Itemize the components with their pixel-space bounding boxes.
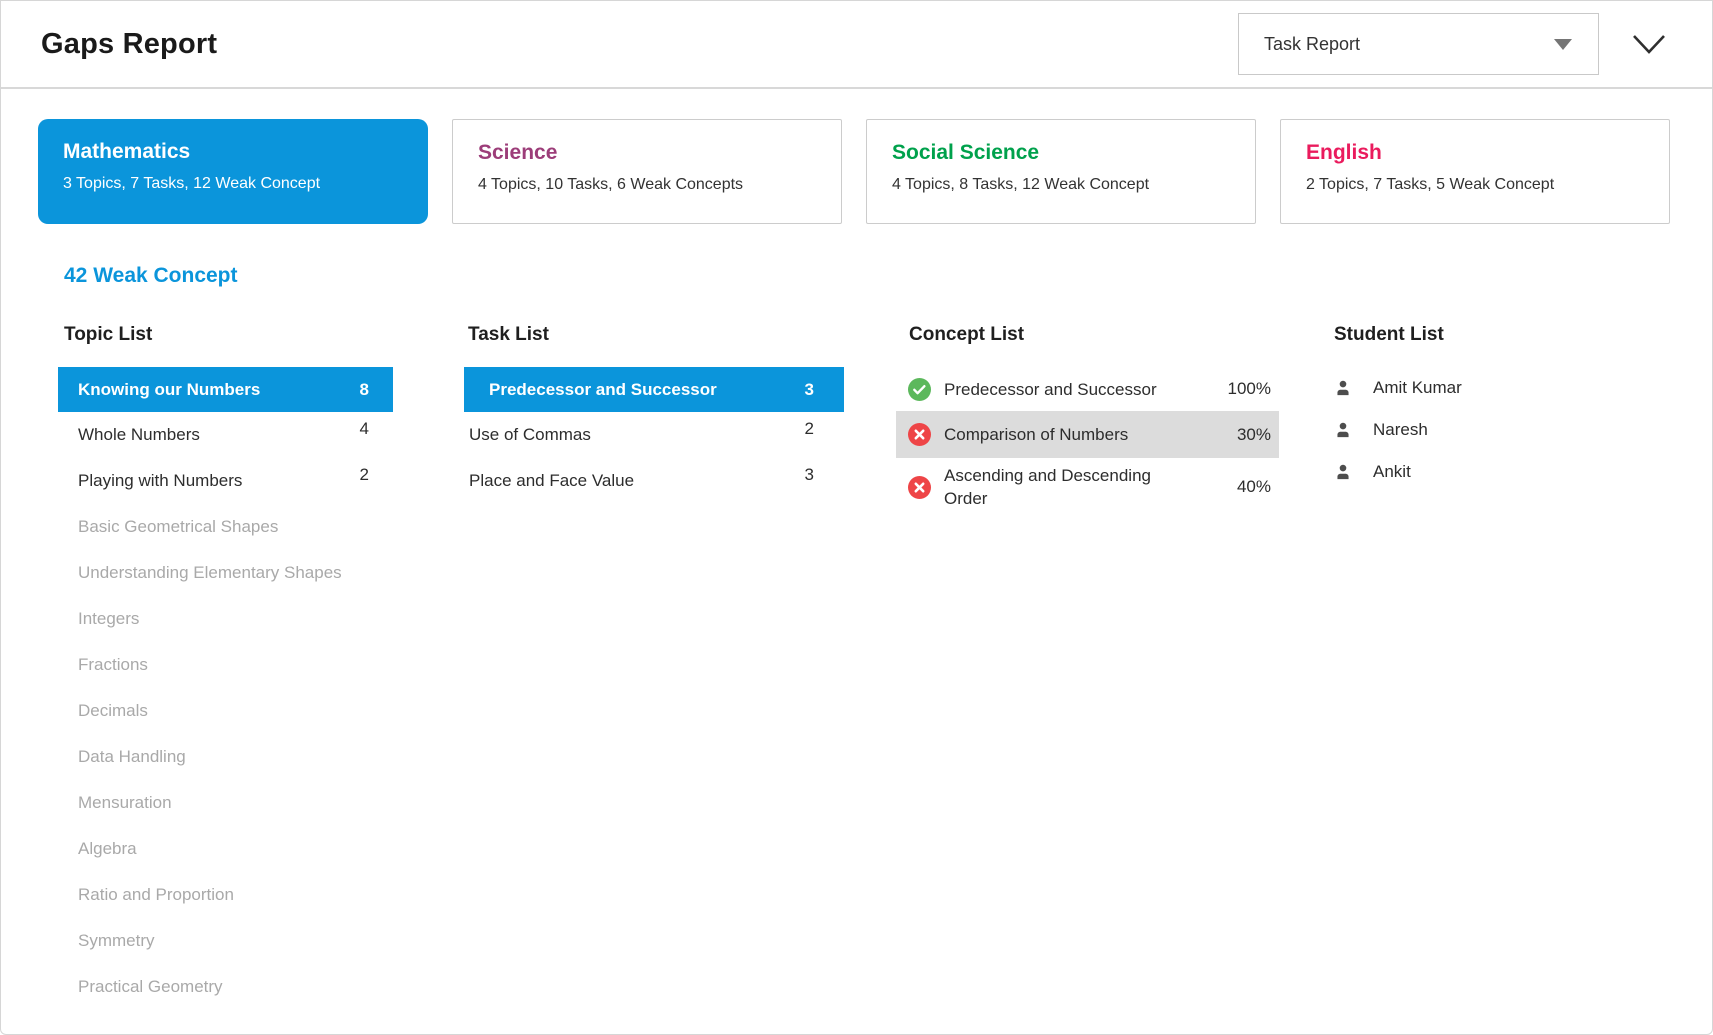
subject-summary: 3 Topics, 7 Tasks, 12 Weak Concept	[63, 175, 321, 192]
report-columns: Topic List Knowing our Numbers 8 Whole Num…	[38, 324, 1712, 1010]
topic-list-item: Ratio and Proportion	[58, 872, 393, 918]
concept-label: Ascending and Descending Order	[944, 466, 1151, 508]
topic-list-item-label: Fractions	[78, 655, 148, 674]
concept-list-title: Concept List	[909, 324, 1025, 345]
task-list-item-label: Use of Commas	[469, 425, 591, 444]
topic-list-item-label: Algebra	[78, 839, 137, 858]
student-name: Amit Kumar	[1373, 378, 1462, 397]
report-type-select[interactable]: Task Report	[1238, 13, 1599, 75]
topic-list-item-count: 4	[359, 419, 369, 438]
task-list-item-count: 3	[804, 465, 814, 484]
subject-summary: 4 Topics, 10 Tasks, 6 Weak Concepts	[478, 176, 744, 193]
subject-name: Social Science	[892, 141, 1040, 164]
subject-name: Science	[478, 141, 558, 164]
concept-label: Predecessor and Successor	[944, 379, 1157, 399]
topic-list-item: Symmetry	[58, 918, 393, 964]
topic-list-item-label: Practical Geometry	[78, 977, 223, 996]
subject-card-science[interactable]: Science 4 Topics, 10 Tasks, 6 Weak Conce…	[452, 119, 842, 224]
concept-list-item[interactable]: Predecessor and Successor 100%	[896, 367, 1279, 411]
subject-name: English	[1306, 141, 1382, 164]
subject-summary: 2 Topics, 7 Tasks, 5 Weak Concept	[1306, 176, 1555, 193]
topic-list-item-label: Symmetry	[78, 931, 155, 950]
concept-label: Comparison of Numbers	[944, 425, 1129, 444]
topic-list-item[interactable]: Whole Numbers 4	[58, 412, 393, 458]
topic-list-title: Topic List	[64, 324, 153, 345]
topic-list-item-label: Knowing our Numbers	[78, 379, 261, 399]
topic-list-item-count: 2	[359, 465, 369, 484]
subject-card-social-science[interactable]: Social Science 4 Topics, 8 Tasks, 12 Wea…	[866, 119, 1256, 224]
concept-list-column: Concept List Predecessor and Successor 10…	[896, 324, 1334, 516]
task-list-item-count: 3	[804, 379, 814, 399]
topic-list-item: Decimals	[58, 688, 393, 734]
header: Gaps Report Task Report	[1, 1, 1712, 89]
task-list-item-label: Predecessor and Successor	[489, 379, 717, 399]
x-circle-icon	[908, 475, 931, 499]
person-icon	[1334, 421, 1352, 439]
concept-score: 100%	[1227, 379, 1271, 398]
student-list-title: Student List	[1334, 324, 1444, 345]
topic-list-item: Data Handling	[58, 734, 393, 780]
task-list-item-count: 2	[804, 419, 814, 438]
chevron-down-button[interactable]	[1631, 29, 1667, 59]
task-list-item[interactable]: Use of Commas 2	[464, 412, 844, 458]
student-name: Ankit	[1373, 462, 1411, 481]
subject-card-mathematics[interactable]: Mathematics 3 Topics, 7 Tasks, 12 Weak C…	[38, 119, 428, 224]
topic-list-item: Algebra	[58, 826, 393, 872]
topic-list-item: Practical Geometry	[58, 964, 393, 1010]
check-circle-icon	[908, 377, 931, 401]
chevron-down-icon	[1633, 35, 1665, 54]
concept-list-item[interactable]: Ascending and Descending Order 40%	[896, 458, 1279, 516]
subject-name: Mathematics	[63, 140, 191, 163]
concept-score: 40%	[1236, 477, 1271, 496]
student-list: Amit Kumar Naresh Ankit	[1334, 367, 1712, 493]
student-name: Naresh	[1373, 420, 1428, 439]
topic-list-item-label: Ratio and Proportion	[78, 885, 234, 904]
content: Mathematics 3 Topics, 7 Tasks, 12 Weak C…	[1, 119, 1712, 1010]
concept-list: Predecessor and Successor 100% Comparison …	[896, 367, 1334, 516]
topic-list-item-label: Whole Numbers	[78, 425, 200, 444]
topic-list-item: Integers	[58, 596, 393, 642]
topic-list-item-label: Data Handling	[78, 747, 186, 766]
topic-list-item-label: Basic Geometrical Shapes	[78, 517, 279, 536]
topic-list-item: Understanding Elementary Shapes	[58, 550, 393, 596]
person-icon	[1334, 463, 1352, 481]
concept-list-item[interactable]: Comparison of Numbers 30%	[896, 411, 1279, 458]
task-list-title: Task List	[468, 324, 549, 345]
topic-list-item[interactable]: Playing with Numbers 2	[58, 458, 393, 504]
topic-list-item[interactable]: Knowing our Numbers 8	[58, 367, 393, 412]
topic-list-item-label: Understanding Elementary Shapes	[78, 563, 342, 582]
topic-list-item: Basic Geometrical Shapes	[58, 504, 393, 550]
topic-list-item-label: Decimals	[78, 701, 148, 720]
topic-list-item-label: Mensuration	[78, 793, 172, 812]
header-controls: Task Report	[1238, 13, 1667, 75]
task-list: Predecessor and Successor 3 Use of Commas 2…	[464, 367, 896, 504]
subject-cards: Mathematics 3 Topics, 7 Tasks, 12 Weak C…	[38, 119, 1712, 224]
topic-list-item-count: 8	[359, 379, 369, 399]
student-list-item[interactable]: Naresh	[1334, 409, 1712, 451]
page-title: Gaps Report	[41, 27, 218, 60]
concept-score: 30%	[1236, 424, 1271, 444]
person-icon	[1334, 379, 1352, 397]
subject-summary: 4 Topics, 8 Tasks, 12 Weak Concept	[892, 176, 1150, 193]
task-list-column: Task List Predecessor and Successor 3 Use …	[464, 324, 896, 504]
task-list-item[interactable]: Predecessor and Successor 3	[464, 367, 844, 412]
report-type-value: Task Report	[1264, 33, 1361, 54]
topic-list-item: Mensuration	[58, 780, 393, 826]
subject-card-english[interactable]: English 2 Topics, 7 Tasks, 5 Weak Concep…	[1280, 119, 1670, 224]
student-list-item[interactable]: Amit Kumar	[1334, 367, 1712, 409]
topic-list-item-label: Integers	[78, 609, 140, 628]
task-list-item-label: Place and Face Value	[469, 471, 635, 490]
caret-down-icon	[1554, 38, 1572, 50]
task-list-item[interactable]: Place and Face Value 3	[464, 458, 844, 504]
student-list-column: Student List Amit Kumar Naresh Ankit	[1334, 324, 1712, 493]
topic-list: Knowing our Numbers 8 Whole Numbers 4 Playin…	[58, 367, 464, 1010]
x-circle-icon	[908, 423, 931, 446]
weak-concept-total: 42 Weak Concept	[64, 264, 238, 287]
topic-list-item-label: Playing with Numbers	[78, 471, 243, 490]
topic-list-item: Fractions	[58, 642, 393, 688]
topic-list-column: Topic List Knowing our Numbers 8 Whole Num…	[38, 324, 464, 1010]
student-list-item[interactable]: Ankit	[1334, 451, 1712, 493]
